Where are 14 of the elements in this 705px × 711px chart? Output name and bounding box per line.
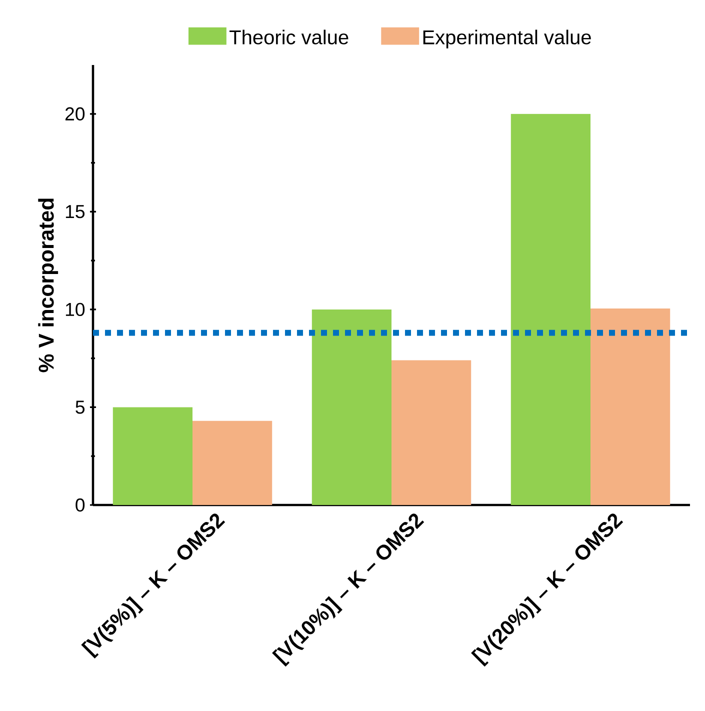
bar: [392, 360, 472, 505]
y-tick-label: 5: [76, 400, 85, 414]
legend-label: Experimental value: [423, 30, 591, 48]
bar: [192, 420, 272, 505]
bar: [312, 309, 392, 505]
bar: [510, 114, 590, 505]
y-tick-label: 10: [66, 302, 85, 316]
y-tick-label: 20: [65, 107, 85, 121]
y-tick-label: 0: [76, 498, 85, 512]
bar: [590, 308, 670, 505]
legend-label: Theoric value: [230, 30, 348, 44]
y-tick-label: 15: [66, 205, 84, 218]
y-axis-title: % V incorporated: [38, 198, 58, 372]
bar: [112, 407, 192, 505]
